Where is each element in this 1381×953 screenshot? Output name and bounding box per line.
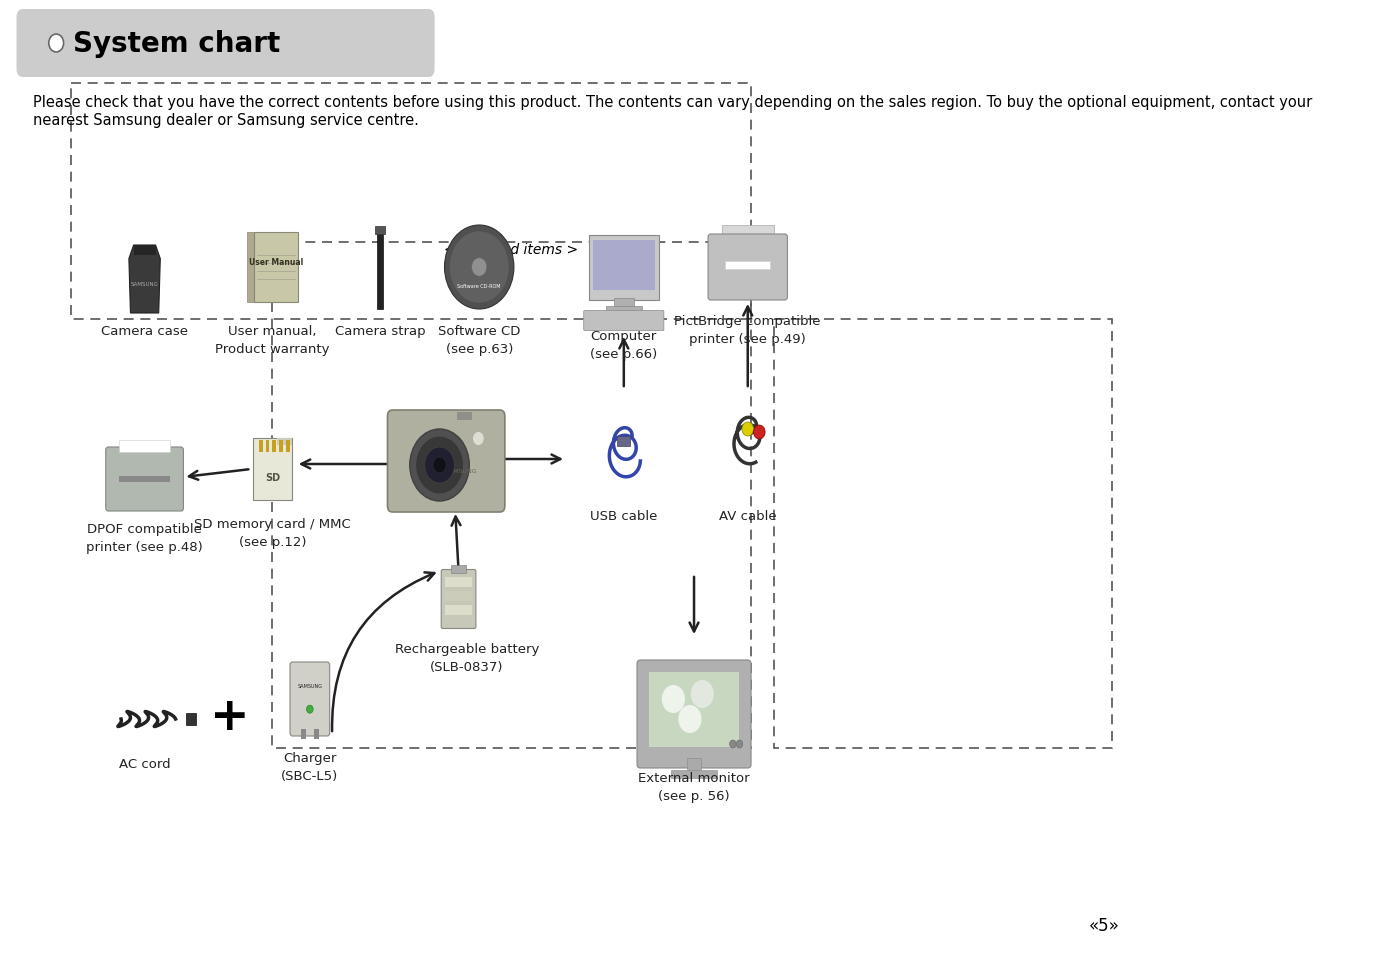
Text: SD memory card / MMC
(see p.12): SD memory card / MMC (see p.12) [195, 517, 351, 548]
Bar [445, 605, 472, 615]
FancyBboxPatch shape [290, 662, 330, 737]
Bar [606, 306, 642, 313]
Bar [301, 729, 305, 740]
Circle shape [450, 233, 508, 303]
Circle shape [48, 35, 64, 53]
Bar [119, 440, 170, 453]
Bar [186, 713, 196, 725]
Bar [253, 438, 293, 500]
Circle shape [471, 258, 487, 277]
Bar [615, 298, 634, 306]
Text: SD: SD [265, 473, 280, 482]
Text: AV cable: AV cable [720, 510, 776, 522]
Text: System chart: System chart [73, 30, 280, 58]
Text: PictBridge compatible
printer (see p.49): PictBridge compatible printer (see p.49) [674, 314, 820, 346]
Bar [258, 440, 262, 453]
FancyBboxPatch shape [637, 660, 751, 768]
Text: Charger
(SBC-L5): Charger (SBC-L5) [282, 751, 338, 782]
Polygon shape [128, 246, 160, 314]
Circle shape [445, 226, 514, 310]
Bar [445, 591, 472, 601]
Bar [450, 565, 467, 573]
Circle shape [729, 740, 736, 748]
Text: Software CD-ROM: Software CD-ROM [457, 284, 501, 289]
Text: Camera strap: Camera strap [334, 325, 425, 337]
Circle shape [742, 422, 754, 436]
Bar [286, 440, 290, 453]
Bar [377, 234, 384, 309]
Bar [592, 240, 655, 291]
Bar [313, 729, 319, 740]
FancyBboxPatch shape [106, 448, 184, 512]
Bar [279, 440, 283, 453]
Bar [671, 770, 717, 779]
Bar [70, 84, 751, 319]
FancyBboxPatch shape [588, 235, 659, 300]
Text: User manual,
Product warranty: User manual, Product warranty [215, 325, 330, 355]
Bar [254, 233, 298, 303]
Circle shape [661, 685, 685, 713]
Bar [134, 246, 156, 256]
Text: DPOF compatible
printer (see p.48): DPOF compatible printer (see p.48) [86, 522, 203, 554]
Text: SAMSUNG: SAMSUNG [297, 683, 322, 688]
Circle shape [434, 457, 446, 474]
FancyBboxPatch shape [584, 312, 664, 331]
Text: Please check that you have the correct contents before using this product. The c: Please check that you have the correct c… [33, 95, 1312, 110]
Text: AC cord: AC cord [119, 758, 170, 770]
Text: Software CD
(see p.63): Software CD (see p.63) [438, 325, 521, 355]
Circle shape [416, 436, 464, 495]
Text: «5»: «5» [1088, 916, 1120, 934]
FancyBboxPatch shape [708, 234, 787, 301]
Text: USB cable: USB cable [590, 510, 657, 522]
Text: SAMSUNG: SAMSUNG [131, 282, 159, 287]
Text: External monitor
(see p. 56): External monitor (see p. 56) [638, 771, 750, 802]
Text: SAMSUNG: SAMSUNG [445, 469, 476, 474]
Text: < Included items >: < Included items > [445, 243, 579, 256]
Bar [119, 476, 170, 482]
Circle shape [307, 705, 313, 714]
FancyBboxPatch shape [441, 570, 476, 629]
Circle shape [736, 740, 743, 748]
Circle shape [472, 432, 485, 446]
Circle shape [410, 430, 470, 501]
Bar [649, 672, 739, 747]
Bar [247, 233, 254, 303]
Bar [272, 440, 276, 453]
Bar [445, 577, 472, 587]
Circle shape [425, 448, 454, 483]
Bar [725, 262, 771, 270]
Bar [376, 226, 385, 234]
Bar [457, 413, 472, 420]
Bar [265, 440, 269, 453]
Circle shape [678, 705, 702, 733]
Text: User Manual: User Manual [249, 258, 302, 267]
Text: Rechargeable battery
(SLB-0837): Rechargeable battery (SLB-0837) [395, 642, 539, 673]
FancyBboxPatch shape [388, 411, 505, 513]
Text: +: + [210, 695, 250, 740]
Bar [617, 436, 630, 447]
FancyBboxPatch shape [17, 10, 435, 78]
Text: Camera case: Camera case [101, 325, 188, 337]
Bar [688, 759, 700, 770]
Circle shape [690, 680, 714, 708]
Text: Computer
(see p.66): Computer (see p.66) [590, 330, 657, 360]
Bar [722, 226, 773, 240]
Text: nearest Samsung dealer or Samsung service centre.: nearest Samsung dealer or Samsung servic… [33, 112, 418, 128]
Bar [773, 319, 1113, 748]
Circle shape [754, 426, 765, 439]
Bar [272, 243, 751, 748]
Bar [276, 438, 293, 446]
